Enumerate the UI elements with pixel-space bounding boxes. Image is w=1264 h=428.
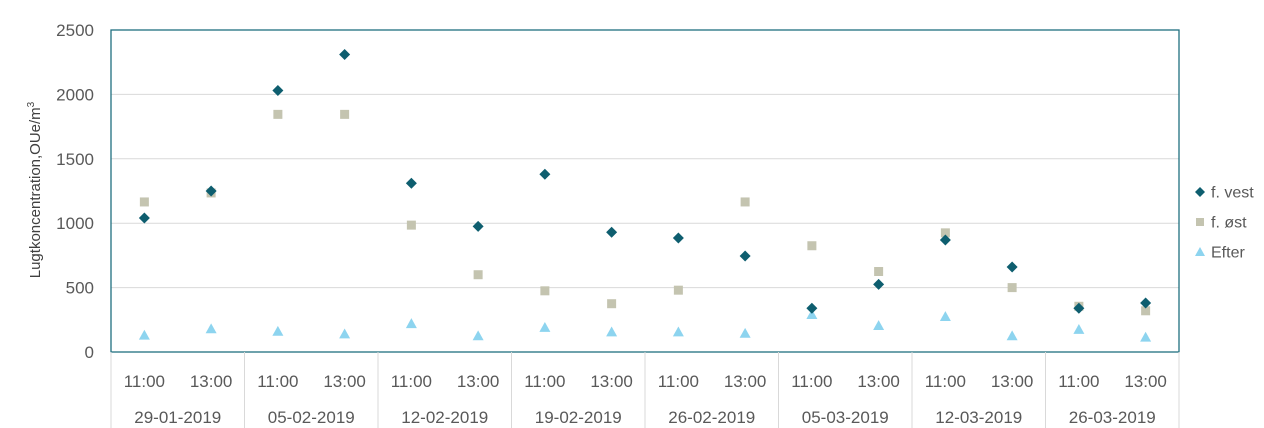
x-tick-label-date: 26-02-2019 xyxy=(668,408,755,427)
data-point-f-st xyxy=(807,241,817,251)
y-axis-title-superscript: 3 xyxy=(26,101,37,107)
data-point-f-vest xyxy=(539,168,551,180)
x-tick-label-time: 13:00 xyxy=(323,372,366,391)
x-tick-label-time: 11:00 xyxy=(124,372,165,391)
legend-marker-efter xyxy=(1195,247,1205,256)
x-tick-label-time: 13:00 xyxy=(590,372,633,391)
data-point-f-st xyxy=(273,109,283,119)
data-point-f-st xyxy=(940,228,950,238)
x-tick-label-time: 11:00 xyxy=(524,372,565,391)
data-point-efter xyxy=(873,320,885,330)
x-tick-label-date: 05-03-2019 xyxy=(802,408,889,427)
data-point-f-vest xyxy=(205,185,217,197)
data-point-f-st xyxy=(874,267,884,276)
data-point-efter xyxy=(606,326,618,337)
data-point-efter xyxy=(1073,323,1085,334)
legend-label-f-vest: f. vest xyxy=(1211,185,1254,202)
legend-marker-f-st xyxy=(1196,218,1204,226)
x-tick-label-time: 13:00 xyxy=(457,372,500,391)
data-point-f-st xyxy=(406,220,416,230)
x-tick-label-time: 13:00 xyxy=(190,372,233,391)
data-point-efter xyxy=(272,325,284,336)
gridlines xyxy=(111,93,1179,289)
data-point-efter xyxy=(739,327,751,338)
data-point-efter xyxy=(539,322,551,332)
y-axis-title: Lugtkoncentration,OUe/m3 xyxy=(26,101,44,278)
y-tick-label: 2500 xyxy=(56,21,94,40)
data-point-f-vest xyxy=(873,278,885,290)
data-point-f-st xyxy=(473,270,483,280)
plot-area-border xyxy=(110,29,1180,353)
x-tick-label-date: 26-03-2019 xyxy=(1069,408,1156,427)
data-point-f-st xyxy=(1007,283,1017,293)
data-point-f-vest xyxy=(472,220,484,232)
x-tick-label-time: 11:00 xyxy=(1058,372,1099,391)
data-point-efter xyxy=(672,326,684,337)
x-tick-label-date: 12-02-2019 xyxy=(401,408,488,427)
data-point-f-st xyxy=(607,299,617,309)
data-point-f-st xyxy=(1141,306,1151,316)
legend-marker-f-vest xyxy=(1195,187,1205,197)
x-tick-label-date: 19-02-2019 xyxy=(535,408,622,427)
data-point-efter xyxy=(939,311,951,321)
legend-label-efter: Efter xyxy=(1211,245,1245,262)
data-point-efter xyxy=(138,329,150,340)
x-tick-label-time: 13:00 xyxy=(991,372,1034,391)
x-axis: 11:00 13:00 11:00 13:00 11:00 13:00 11:00 13:00… xyxy=(110,352,1180,428)
data-point-f-vest xyxy=(1073,302,1085,314)
y-tick-label: 0 xyxy=(85,343,94,362)
data-point-f-vest xyxy=(806,302,818,314)
data-point-f-vest xyxy=(939,234,951,246)
x-tick-label-time: 11:00 xyxy=(391,372,432,391)
data-point-efter xyxy=(1006,330,1018,341)
data-point-f-vest xyxy=(1140,297,1152,309)
y-tick-label: 500 xyxy=(66,279,94,298)
x-tick-label-time: 11:00 xyxy=(791,372,832,391)
data-point-f-st xyxy=(673,285,683,295)
x-tick-label-time: 13:00 xyxy=(1124,372,1167,391)
y-axis-title-text: Lugtkoncentration,OUe/m xyxy=(27,107,44,278)
legend-label-f-st: f. øst xyxy=(1211,215,1247,232)
y-axis-tick-labels: 0 500 1000 1500 2000 2500 xyxy=(56,21,94,362)
data-point-f-vest xyxy=(1006,261,1018,273)
data-point-f-vest xyxy=(272,85,284,97)
data-point-f-vest xyxy=(672,232,684,244)
data-point-f-st xyxy=(740,197,750,207)
y-tick-label: 1000 xyxy=(56,214,94,233)
x-tick-label-time: 13:00 xyxy=(857,372,900,391)
data-point-f-st xyxy=(139,197,149,207)
data-point-efter xyxy=(1140,331,1152,342)
data-point-f-vest xyxy=(138,212,150,224)
data-point-f-st xyxy=(540,286,550,296)
data-point-efter xyxy=(339,328,351,339)
x-tick-label-date: 29-01-2019 xyxy=(134,408,221,427)
data-point-efter xyxy=(205,323,217,334)
x-tick-label-date: 12-03-2019 xyxy=(935,408,1022,427)
legend: f. vest f. øst Efter xyxy=(1195,185,1254,262)
data-point-f-vest xyxy=(739,250,751,262)
x-tick-label-date: 05-02-2019 xyxy=(268,408,355,427)
y-tick-label: 2000 xyxy=(56,85,94,104)
x-tick-label-time: 11:00 xyxy=(257,372,298,391)
data-point-f-vest xyxy=(339,48,351,60)
data-point-efter xyxy=(472,330,484,341)
y-tick-label: 1500 xyxy=(56,150,94,169)
x-tick-label-time: 11:00 xyxy=(925,372,966,391)
x-tick-label-time: 11:00 xyxy=(658,372,699,391)
data-point-f-st xyxy=(340,109,350,119)
data-point-f-vest xyxy=(405,177,417,189)
x-tick-label-time: 13:00 xyxy=(724,372,767,391)
data-point-efter xyxy=(806,309,818,320)
data-point-f-vest xyxy=(606,226,618,238)
data-points xyxy=(138,48,1152,342)
data-point-efter xyxy=(405,318,417,329)
